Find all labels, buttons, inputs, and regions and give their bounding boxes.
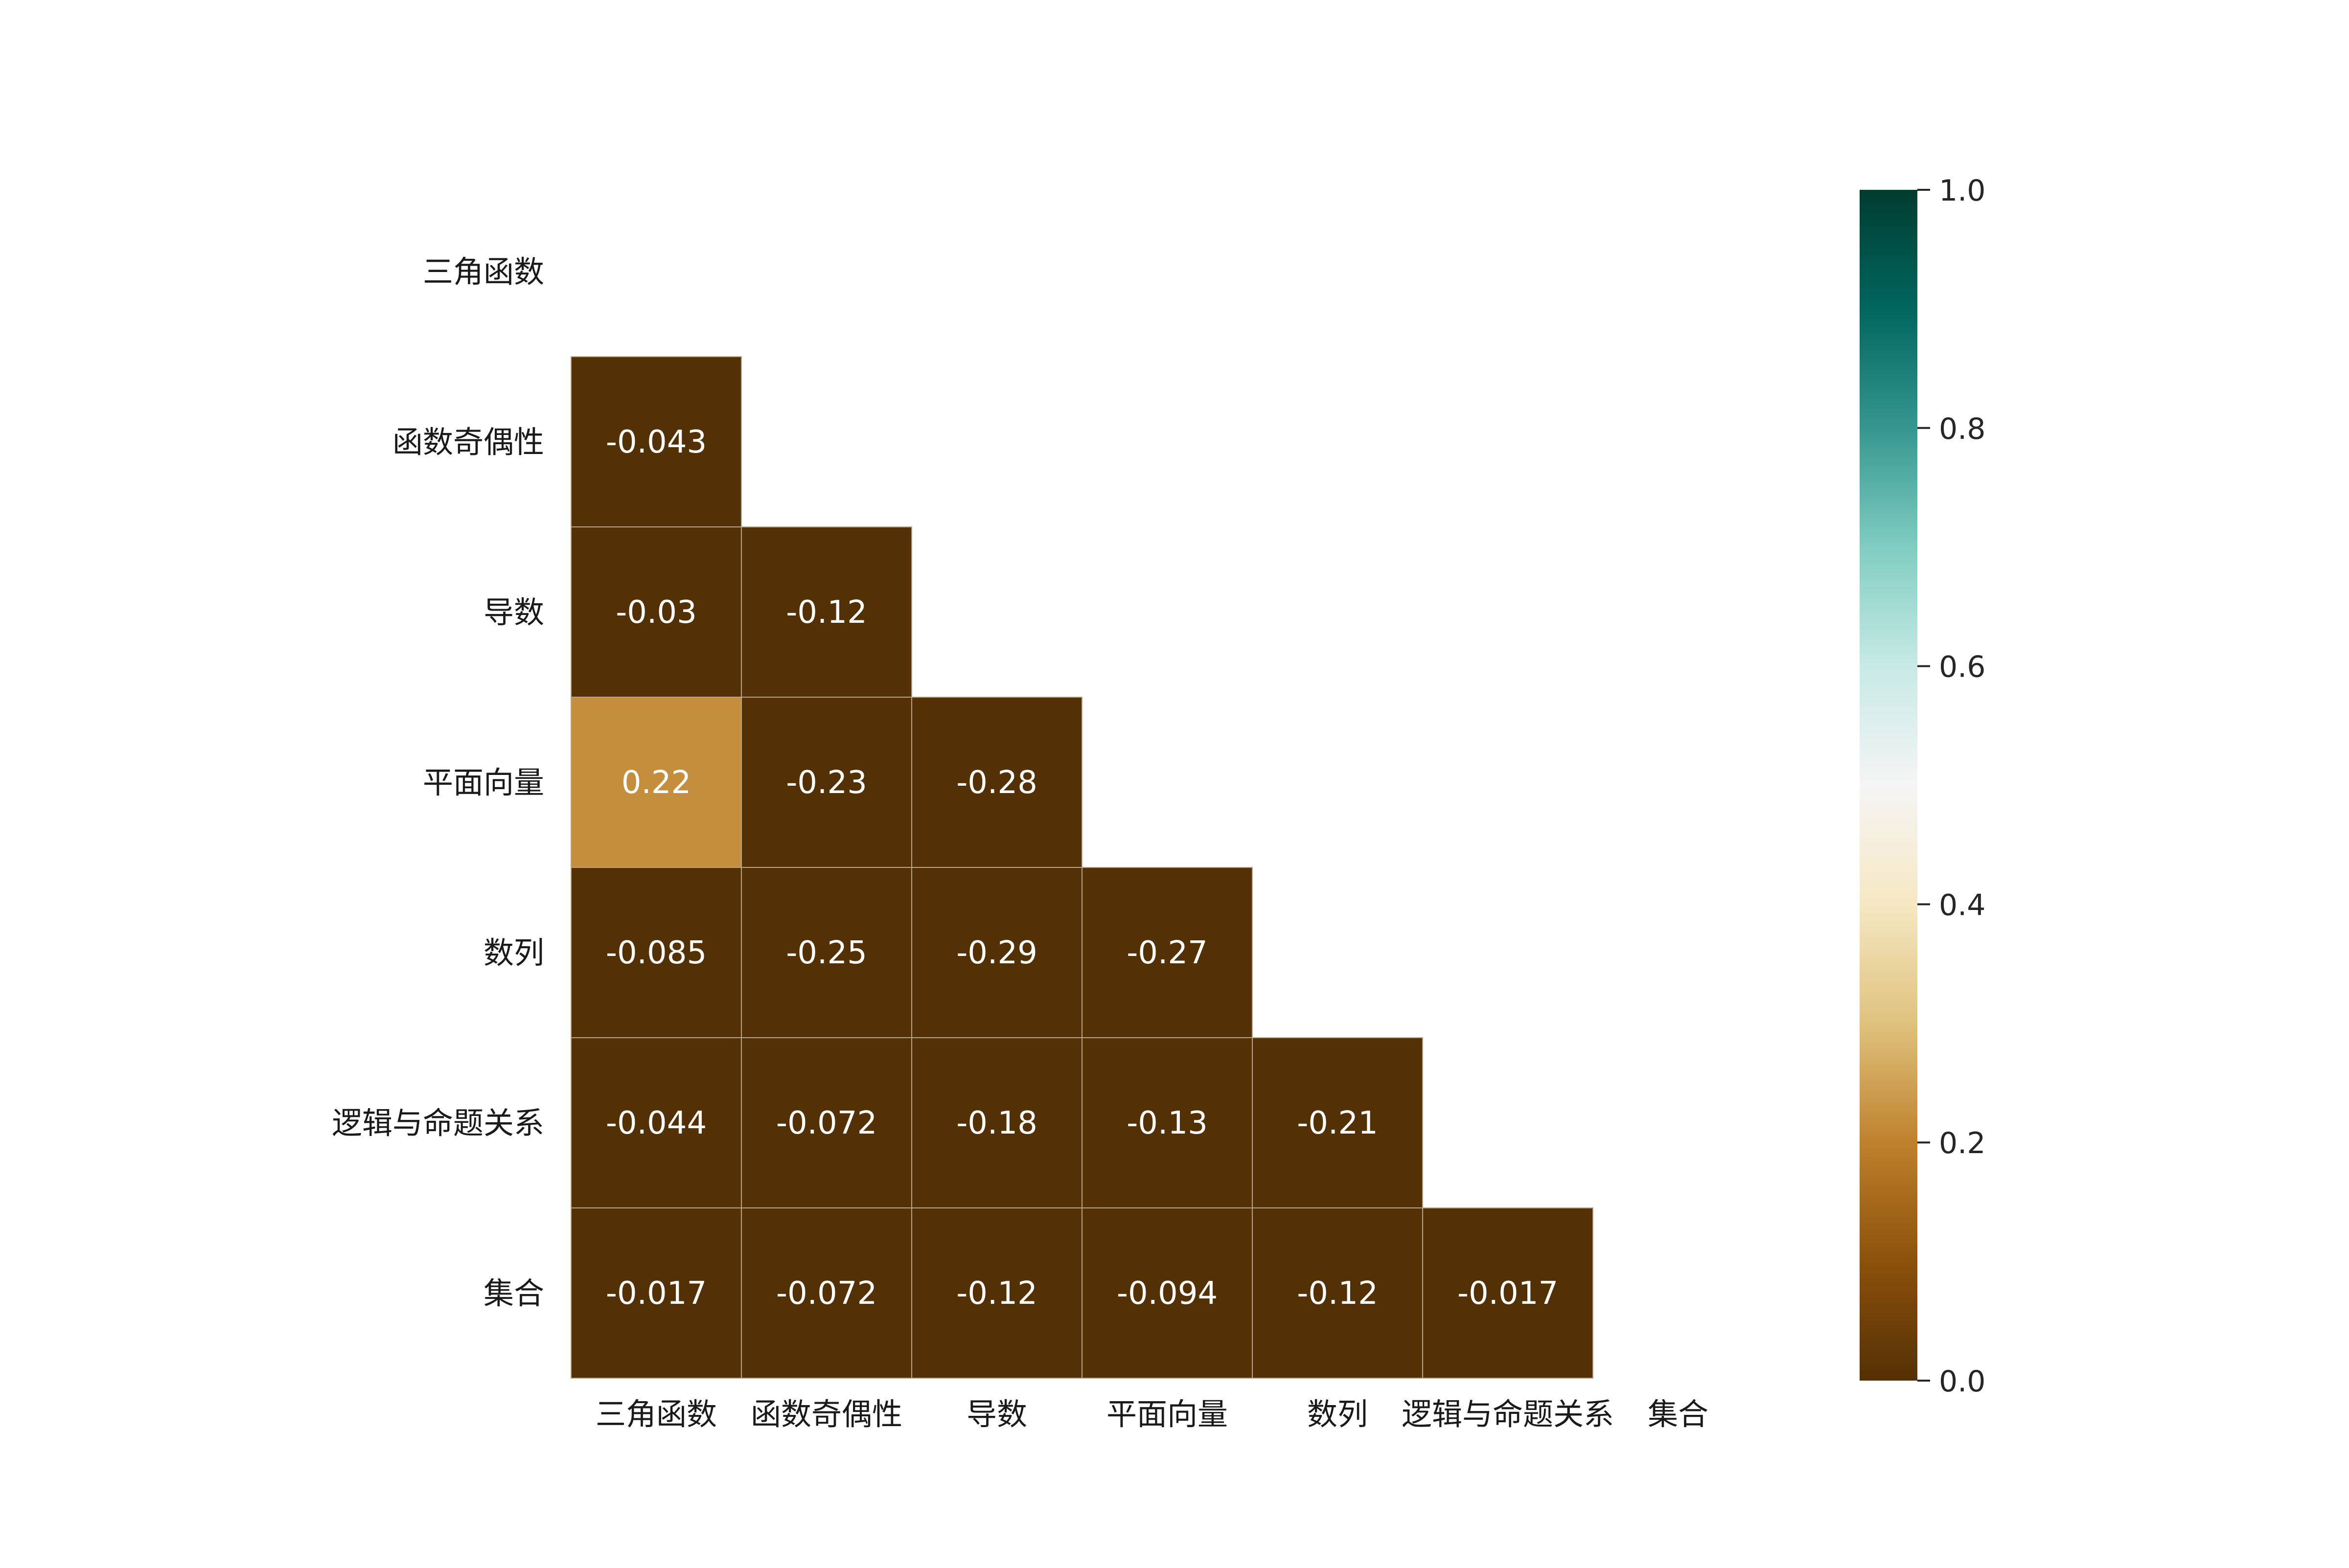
heatmap-cell-value: 0.22: [622, 765, 691, 801]
heatmap-cell-value: -0.017: [1457, 1275, 1558, 1312]
column-label: 集合: [1648, 1396, 1708, 1432]
colorbar-tick-label: 0.8: [1939, 412, 1985, 446]
row-label: 导数: [484, 594, 544, 630]
heatmap-cell-value: -0.072: [776, 1275, 877, 1312]
heatmap-cell: [741, 526, 912, 698]
heatmap-cell: [1422, 1207, 1593, 1379]
heatmap-cells: [571, 356, 1593, 1379]
row-label: 函数奇偶性: [392, 424, 544, 460]
column-labels: 三角函数 函数奇偶性 导数 平面向量 数列 逻辑与命题关系 集合: [596, 1396, 1708, 1432]
heatmap-cell: [1082, 867, 1253, 1038]
heatmap-cell: [741, 1207, 912, 1379]
heatmap-cell-value: -0.18: [956, 1105, 1037, 1141]
heatmap-cell-value: -0.094: [1117, 1275, 1218, 1312]
heatmap-cell-value: -0.13: [1127, 1105, 1208, 1141]
heatmap-cell-value: -0.23: [786, 765, 867, 801]
heatmap-cell: [911, 1037, 1082, 1208]
heatmap-cell-value: -0.085: [606, 935, 707, 971]
heatmap-cell: [911, 697, 1082, 868]
row-label: 数列: [484, 935, 544, 971]
heatmap-cell-value: -0.043: [606, 424, 707, 460]
heatmap-cell: [1252, 1207, 1423, 1379]
row-label: 逻辑与命题关系: [332, 1105, 544, 1141]
heatmap-cell: [571, 697, 742, 868]
colorbar: 0.0 0.2 0.4 0.6 0.8 1.0: [1860, 174, 1985, 1399]
heatmap-cell-labels: -0.043 -0.03 -0.12 0.22 -0.23 -0.28 -0.085 -0.2…: [606, 424, 1558, 1312]
heatmap-cell: [571, 356, 742, 527]
heatmap-cell: [571, 867, 742, 1038]
heatmap-cell-value: -0.28: [956, 765, 1037, 801]
heatmap-cell-value: -0.12: [786, 594, 867, 631]
colorbar-tick-label: 0.0: [1939, 1364, 1985, 1399]
colorbar-gradient: [1860, 190, 1917, 1381]
colorbar-tick-label: 1.0: [1939, 174, 1985, 208]
heatmap-cell-value: -0.25: [786, 935, 867, 971]
column-label: 三角函数: [596, 1396, 717, 1432]
heatmap-cell: [911, 1207, 1082, 1379]
row-label: 平面向量: [423, 765, 544, 800]
heatmap-cell-value: -0.12: [956, 1275, 1037, 1312]
heatmap-cell: [1252, 1037, 1423, 1208]
heatmap-cell: [1082, 1207, 1253, 1379]
heatmap-cell-value: -0.21: [1297, 1105, 1378, 1141]
heatmap-cell-value: -0.12: [1297, 1275, 1378, 1312]
row-label: 三角函数: [423, 254, 544, 290]
column-label: 导数: [967, 1396, 1027, 1432]
heatmap-cell-value: -0.044: [606, 1105, 707, 1141]
heatmap-cell: [571, 1207, 742, 1379]
heatmap-cell-value: -0.017: [606, 1275, 707, 1312]
column-label: 函数奇偶性: [751, 1396, 902, 1432]
heatmap-cell-value: -0.27: [1127, 935, 1208, 971]
column-label: 数列: [1307, 1396, 1368, 1432]
row-label: 集合: [484, 1275, 544, 1311]
heatmap-cell: [741, 1037, 912, 1208]
colorbar-tick-label: 0.6: [1939, 650, 1985, 684]
heatmap-cell: [571, 526, 742, 698]
heatmap-cell: [1082, 1037, 1253, 1208]
column-label: 平面向量: [1106, 1396, 1228, 1432]
heatmap-cell-value: -0.29: [956, 935, 1037, 971]
colorbar-tick-label: 0.4: [1939, 888, 1985, 922]
heatmap-cell: [741, 867, 912, 1038]
heatmap-cell: [741, 697, 912, 868]
heatmap-cell-value: -0.072: [776, 1105, 877, 1141]
colorbar-tick-label: 0.2: [1939, 1126, 1985, 1160]
column-label: 逻辑与命题关系: [1402, 1396, 1614, 1432]
heatmap-cell-value: -0.03: [616, 594, 697, 631]
